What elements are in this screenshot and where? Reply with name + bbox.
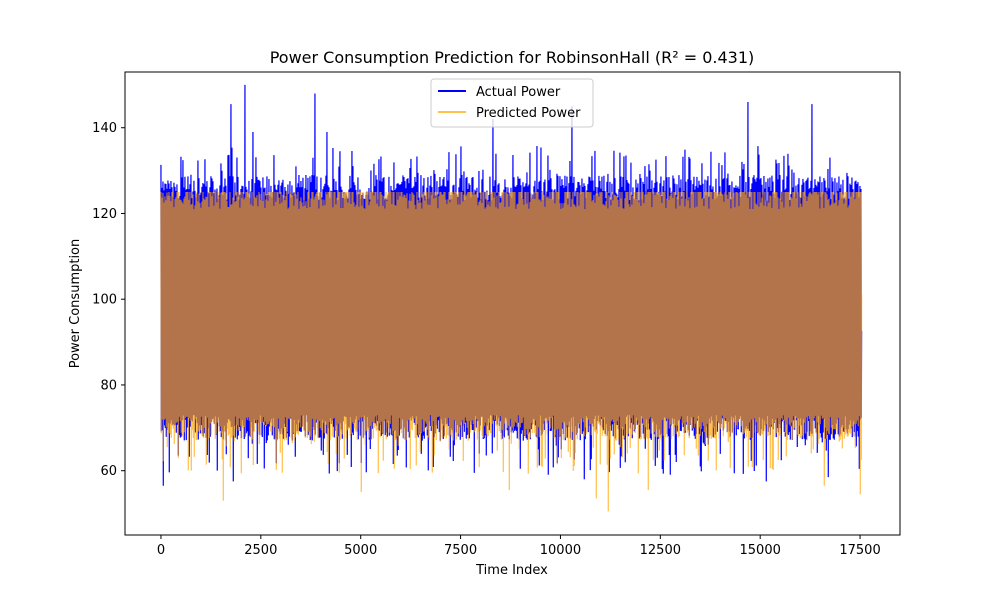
x-axis: 0 2500 5000 7500 10000 12500 15000 17500 <box>157 535 881 558</box>
x-axis-label: Time Index <box>475 563 548 578</box>
x-tick-label: 5000 <box>344 543 377 558</box>
y-tick-label: 120 <box>92 207 117 222</box>
x-tick-label: 17500 <box>839 543 880 558</box>
x-tick-label: 2500 <box>244 543 277 558</box>
legend-label-predicted-power: Predicted Power <box>476 106 581 121</box>
y-tick-label: 140 <box>92 121 117 136</box>
y-tick-label: 80 <box>100 378 117 393</box>
chart-title: Power Consumption Prediction for Robinso… <box>270 48 755 67</box>
series-line-predicted-power <box>160 192 863 512</box>
plot-area <box>124 71 901 536</box>
plot-frame <box>124 71 901 536</box>
x-tick-label: 15000 <box>740 543 781 558</box>
legend-frame <box>430 78 594 128</box>
legend-label-actual-power: Actual Power <box>476 85 561 100</box>
legend: Actual Power Predicted Power <box>430 78 594 128</box>
y-axis: 60 80 100 120 140 <box>92 121 125 479</box>
y-axis-label: Power Consumption <box>68 239 83 369</box>
x-tick-label: 10000 <box>540 543 581 558</box>
y-tick-label: 60 <box>100 464 117 479</box>
x-tick-label: 0 <box>157 543 165 558</box>
y-tick-label: 100 <box>92 293 117 308</box>
series-group <box>160 84 863 512</box>
x-tick-label: 7500 <box>444 543 477 558</box>
x-tick-label: 12500 <box>640 543 681 558</box>
